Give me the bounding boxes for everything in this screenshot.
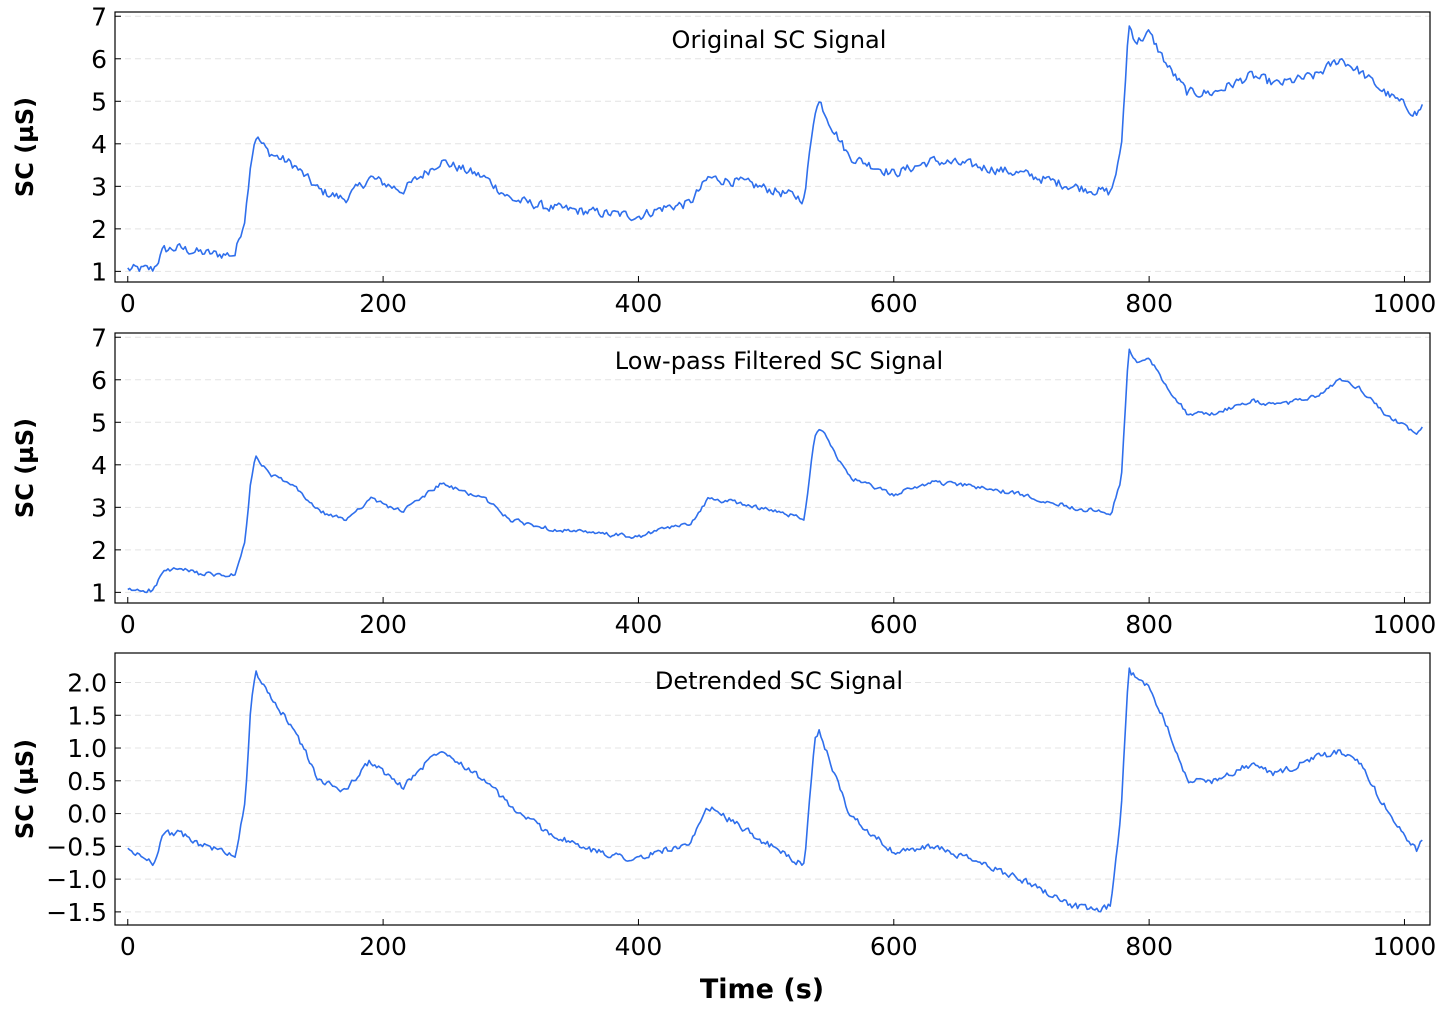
x-tick-label: 400 [615, 289, 663, 318]
y-tick-label: 3 [91, 493, 107, 522]
y-tick-label: 2 [91, 215, 107, 244]
panel-original-sc-signal: Original SC Signal SC (µS) 0 200 400 600 800… [11, 2, 1436, 318]
y-tick-label: 4 [91, 451, 107, 480]
panel-title: Detrended SC Signal [655, 667, 903, 695]
plot-frame [114, 652, 1431, 926]
x-axis-label: Time (s) [700, 974, 824, 1005]
y-tick-label: 2.0 [67, 668, 107, 697]
grid [115, 336, 1430, 593]
x-tick-label: 0 [120, 289, 136, 318]
y-tick-label: 3 [91, 172, 107, 201]
x-tick-label: 1000 [1373, 610, 1437, 639]
x-tick-label: 400 [615, 932, 663, 961]
grid [115, 15, 1430, 272]
x-tick-label: 400 [615, 610, 663, 639]
y-tick-label: 7 [91, 2, 107, 31]
x-tick-label: 800 [1125, 289, 1173, 318]
x-tick-label: 600 [870, 932, 918, 961]
series-line [127, 667, 1423, 913]
y-tick-label: 1.0 [67, 734, 107, 763]
y-tick-label: 2 [91, 536, 107, 565]
y-tick-label: 0.5 [67, 767, 107, 796]
y-tick-label: 1.5 [67, 701, 107, 730]
y-axis-label: SC (µS) [11, 739, 39, 839]
x-tick-label: 600 [870, 289, 918, 318]
y-tick-label: 4 [91, 130, 107, 159]
panel-title: Low-pass Filtered SC Signal [615, 347, 943, 375]
y-tick-label: 5 [91, 87, 107, 116]
x-tick-label: 1000 [1373, 289, 1437, 318]
y-tick-label: 0.0 [67, 800, 107, 829]
x-tick-label: 200 [359, 610, 407, 639]
y-axis-label: SC (µS) [11, 418, 39, 518]
panel-title: Original SC Signal [672, 26, 887, 54]
series-line [127, 25, 1424, 273]
y-tick-label: −0.5 [46, 832, 107, 861]
y-tick-label: 7 [91, 323, 107, 352]
y-tick-label: 6 [91, 366, 107, 395]
x-tick-label: 1000 [1373, 932, 1437, 961]
plot-frame [114, 332, 1431, 604]
panel-low-pass-filtered-sc-signal: Low-pass Filtered SC Signal SC (µS) 0 200… [11, 323, 1436, 639]
x-tick-label: 800 [1125, 932, 1173, 961]
x-tick-label: 0 [120, 932, 136, 961]
series-line [127, 348, 1423, 594]
x-tick-label: 200 [359, 289, 407, 318]
y-tick-label: −1.5 [46, 898, 107, 927]
panel-detrended-sc-signal: Detrended SC Signal SC (µS) Time (s) 0 20… [11, 652, 1437, 1005]
x-tick-label: 800 [1125, 610, 1173, 639]
x-tick-label: 0 [120, 610, 136, 639]
x-tick-label: 200 [359, 932, 407, 961]
y-tick-label: 1 [91, 578, 107, 607]
y-tick-label: 6 [91, 45, 107, 74]
y-tick-label: 5 [91, 408, 107, 437]
y-tick-label: 1 [91, 257, 107, 286]
x-tick-label: 600 [870, 610, 918, 639]
grid [115, 681, 1430, 913]
y-axis-label: SC (µS) [11, 97, 39, 197]
y-tick-label: −1.0 [46, 865, 107, 894]
plot-frame [114, 11, 1431, 283]
